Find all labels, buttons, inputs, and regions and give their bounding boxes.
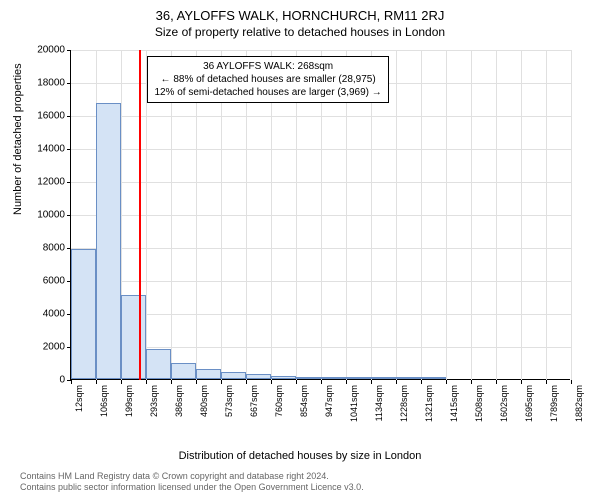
x-tick-mark — [371, 380, 372, 384]
x-tick-label: 1882sqm — [574, 385, 584, 422]
chart-title-sub: Size of property relative to detached ho… — [0, 23, 600, 39]
y-tick-label: 0 — [25, 375, 65, 386]
x-tick-label: 1321sqm — [424, 385, 434, 422]
grid-line-v — [471, 50, 472, 380]
x-tick-label: 1134sqm — [374, 385, 384, 421]
grid-line-v — [421, 50, 422, 380]
x-tick-mark — [246, 380, 247, 384]
y-axis-label: Number of detached properties — [12, 63, 24, 215]
y-tick-label: 4000 — [25, 309, 65, 320]
x-tick-mark — [446, 380, 447, 384]
y-tick-label: 16000 — [25, 111, 65, 122]
marker-line — [139, 50, 141, 380]
x-tick-mark — [421, 380, 422, 384]
grid-line-v — [571, 50, 572, 380]
x-tick-mark — [471, 380, 472, 384]
x-tick-label: 1789sqm — [549, 385, 559, 422]
histogram-bar — [196, 369, 221, 379]
x-tick-mark — [496, 380, 497, 384]
footer-line1: Contains HM Land Registry data © Crown c… — [20, 471, 364, 483]
y-tick-mark — [67, 149, 71, 150]
histogram-bar — [146, 349, 171, 379]
histogram-bar — [96, 103, 121, 379]
annotation-line2: ← 88% of detached houses are smaller (28… — [154, 73, 381, 86]
x-tick-label: 386sqm — [174, 385, 184, 417]
y-tick-label: 2000 — [25, 342, 65, 353]
x-tick-mark — [546, 380, 547, 384]
y-tick-label: 14000 — [25, 144, 65, 155]
x-tick-mark — [221, 380, 222, 384]
y-tick-mark — [67, 50, 71, 51]
x-tick-label: 1041sqm — [349, 385, 359, 422]
x-tick-label: 947sqm — [324, 385, 334, 417]
histogram-bar — [296, 377, 321, 379]
x-tick-label: 667sqm — [249, 385, 259, 417]
annotation-line3: 12% of semi-detached houses are larger (… — [154, 86, 381, 99]
x-tick-label: 106sqm — [99, 385, 109, 417]
histogram-bar — [121, 295, 146, 379]
x-tick-mark — [96, 380, 97, 384]
x-tick-label: 293sqm — [149, 385, 159, 417]
x-tick-mark — [146, 380, 147, 384]
y-tick-label: 6000 — [25, 276, 65, 287]
y-tick-mark — [67, 83, 71, 84]
y-tick-label: 12000 — [25, 177, 65, 188]
x-tick-mark — [121, 380, 122, 384]
histogram-bar — [371, 377, 396, 379]
histogram-bar — [271, 376, 296, 379]
footer-line2: Contains public sector information licen… — [20, 482, 364, 494]
annotation-line1: 36 AYLOFFS WALK: 268sqm — [154, 60, 381, 73]
y-tick-mark — [67, 116, 71, 117]
x-tick-label: 760sqm — [274, 385, 284, 417]
plot-area: 0200040006000800010000120001400016000180… — [70, 50, 570, 380]
x-tick-mark — [196, 380, 197, 384]
histogram-bar — [396, 377, 421, 379]
x-tick-label: 573sqm — [224, 385, 234, 417]
x-tick-mark — [521, 380, 522, 384]
x-tick-mark — [271, 380, 272, 384]
annotation-box: 36 AYLOFFS WALK: 268sqm← 88% of detached… — [147, 56, 388, 103]
x-tick-mark — [396, 380, 397, 384]
chart-container: 0200040006000800010000120001400016000180… — [70, 50, 570, 410]
x-tick-mark — [571, 380, 572, 384]
grid-line-v — [496, 50, 497, 380]
footer-attribution: Contains HM Land Registry data © Crown c… — [20, 471, 364, 494]
y-tick-label: 8000 — [25, 243, 65, 254]
histogram-bar — [171, 363, 196, 380]
x-tick-mark — [71, 380, 72, 384]
grid-line-v — [396, 50, 397, 380]
grid-line-v — [446, 50, 447, 380]
x-tick-mark — [321, 380, 322, 384]
x-tick-label: 12sqm — [74, 385, 84, 412]
y-tick-mark — [67, 215, 71, 216]
x-tick-mark — [296, 380, 297, 384]
x-tick-label: 1508sqm — [474, 385, 484, 422]
grid-line-v — [546, 50, 547, 380]
y-tick-label: 10000 — [25, 210, 65, 221]
x-tick-mark — [171, 380, 172, 384]
histogram-bar — [421, 377, 446, 379]
grid-line-v — [521, 50, 522, 380]
y-tick-label: 20000 — [25, 45, 65, 56]
y-tick-label: 18000 — [25, 78, 65, 89]
histogram-bar — [221, 372, 246, 379]
x-tick-mark — [346, 380, 347, 384]
x-tick-label: 854sqm — [299, 385, 309, 417]
x-tick-label: 1695sqm — [524, 385, 534, 422]
chart-title-main: 36, AYLOFFS WALK, HORNCHURCH, RM11 2RJ — [0, 0, 600, 23]
x-tick-label: 1228sqm — [399, 385, 409, 422]
x-tick-label: 1415sqm — [449, 385, 459, 422]
histogram-bar — [246, 374, 271, 379]
y-tick-mark — [67, 182, 71, 183]
x-axis-label: Distribution of detached houses by size … — [0, 450, 600, 462]
x-tick-label: 480sqm — [199, 385, 209, 417]
histogram-bar — [321, 377, 346, 379]
x-tick-label: 199sqm — [124, 385, 134, 417]
x-tick-label: 1602sqm — [499, 385, 509, 422]
histogram-bar — [346, 377, 371, 379]
histogram-bar — [71, 249, 96, 379]
